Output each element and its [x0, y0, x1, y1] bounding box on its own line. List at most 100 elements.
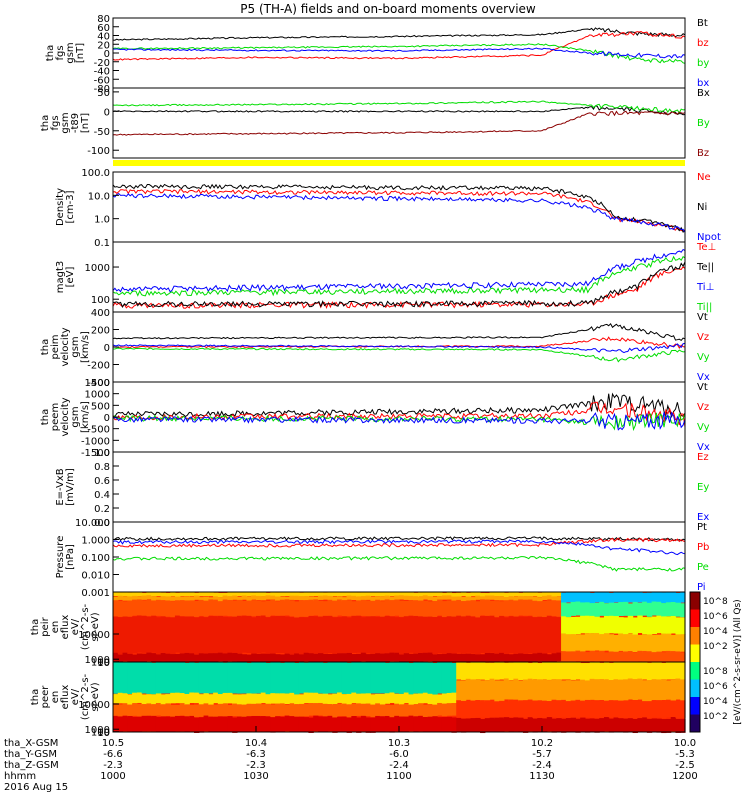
y-label-line: peem — [50, 403, 61, 431]
spectrogram-cell — [627, 633, 634, 652]
spectrogram-cell — [608, 634, 615, 652]
spectrogram-cell — [117, 617, 124, 655]
spectrogram-cell — [551, 662, 557, 680]
spectrogram-cell — [227, 705, 233, 718]
legend-entry: Ex — [697, 512, 709, 523]
spectrogram-cell — [284, 653, 290, 663]
spectrogram-cell — [584, 592, 591, 603]
spectrogram-cell — [437, 702, 443, 716]
spectrogram-cell — [437, 662, 443, 694]
spectrogram-cell — [623, 662, 629, 680]
y-tick-label: 80 — [97, 14, 110, 25]
spectrogram-cell — [141, 653, 147, 663]
x-axis-row-label: tha_X-GSM — [4, 738, 58, 749]
spectrogram-cell — [556, 679, 562, 701]
spectrogram-cell — [465, 718, 472, 733]
spectrogram-cell — [337, 596, 343, 601]
spectrogram-cell — [313, 596, 319, 602]
spectrogram-cell — [394, 652, 400, 662]
spectrogram-cell — [141, 615, 147, 653]
spectrogram-cell — [146, 694, 152, 705]
spectrogram-cell — [265, 617, 271, 655]
panel-efield: 1.0 0.8 0.6 0.4 0.2 0.0 E=-VxB [mV/m] Ez Ey Ex — [55, 448, 709, 529]
spectrogram-cell — [155, 617, 162, 655]
spectrogram-cell — [632, 662, 638, 680]
spectrogram-cell — [122, 592, 128, 597]
spectrogram-cell — [522, 718, 529, 733]
spectrogram-cell — [661, 662, 667, 681]
spectrogram-cell — [165, 653, 171, 663]
legend-entry: Bt — [697, 18, 708, 29]
spectrogram-cell — [623, 679, 629, 701]
spectrogram-cell — [222, 662, 228, 695]
spectrogram-cell — [575, 601, 581, 616]
spectrogram-cell — [613, 679, 619, 701]
spectrogram-cell — [213, 653, 219, 662]
legend-entry: Vz — [697, 332, 709, 343]
spectrogram-cell — [551, 653, 557, 662]
spectrogram-cell — [160, 653, 167, 662]
y-tick-label: 0.1 — [94, 238, 110, 249]
spectrogram-cell — [194, 600, 200, 618]
spectrogram-cell — [294, 653, 300, 662]
spectrogram-cell — [575, 662, 581, 680]
spectrogram-cell — [132, 692, 138, 704]
spectrogram-cell — [294, 662, 300, 695]
y-tick-label: -50 — [94, 127, 110, 138]
spectrogram-cell — [527, 699, 534, 718]
spectrogram-cell — [413, 653, 419, 662]
spectrogram-cell — [265, 662, 271, 695]
spectrogram-cell — [246, 592, 252, 597]
spectrogram-cell — [646, 718, 653, 733]
spectrogram-cell — [508, 596, 514, 601]
spectrogram-cell — [646, 701, 653, 719]
spectrogram-cell — [189, 600, 195, 617]
spectrogram-cell — [236, 716, 243, 732]
spectrogram-cell — [189, 715, 195, 732]
spectrogram-cell — [546, 615, 553, 653]
spectrogram-cell — [527, 678, 534, 700]
spectrogram-cell — [460, 616, 467, 654]
spectrogram-cell — [384, 599, 391, 616]
y-tick-label: 0.001 — [81, 588, 110, 599]
spectrogram-cell — [427, 652, 433, 662]
spectrogram-cell — [623, 634, 629, 652]
spectrogram-cell — [651, 634, 657, 653]
spectrogram-cell — [313, 653, 319, 663]
spectrogram-cell — [298, 694, 305, 705]
spectrogram-cell — [379, 716, 386, 732]
y-tick-label: 10000 — [78, 630, 110, 641]
x-axis-value: 10.0 — [674, 738, 696, 749]
x-axis-value: -2.5 — [675, 760, 695, 771]
spectrogram-cell — [561, 651, 567, 663]
spectrogram-cell — [179, 715, 186, 732]
spectrogram-cell — [232, 595, 238, 600]
spectrogram-cell — [646, 617, 653, 635]
spectrogram-cell — [356, 662, 362, 694]
spectrogram-cell — [227, 652, 233, 662]
spectrogram-cell — [613, 602, 619, 617]
spectrogram-cell — [403, 703, 410, 717]
y-axis-label: tha peim velocity gsm [km/s] — [40, 327, 91, 366]
spectrogram-cell — [489, 700, 495, 718]
spectrogram-cell — [356, 717, 362, 733]
spectrogram-cell — [670, 592, 677, 603]
spectrogram-cell — [375, 592, 381, 597]
series-line-By — [112, 100, 686, 114]
spectrogram-cell — [341, 600, 348, 617]
spectrogram-cell — [174, 596, 181, 601]
spectrogram-cell — [651, 718, 657, 733]
spectrogram-cell — [618, 662, 624, 680]
spectrogram-cell — [289, 595, 295, 600]
spectrogram-cell — [460, 597, 467, 602]
spectrogram-cell — [246, 596, 252, 601]
spectrogram-cell — [480, 662, 486, 680]
spectrogram-cell — [632, 679, 638, 701]
legend-entry: bz — [697, 38, 709, 49]
legend-entry: Vy — [697, 352, 710, 363]
spectrogram-cell — [675, 592, 681, 604]
spectrogram-cell — [522, 679, 529, 701]
spectrogram-cell — [317, 600, 324, 617]
spectrogram-cell — [275, 592, 281, 597]
spectrogram-cell — [618, 602, 624, 617]
